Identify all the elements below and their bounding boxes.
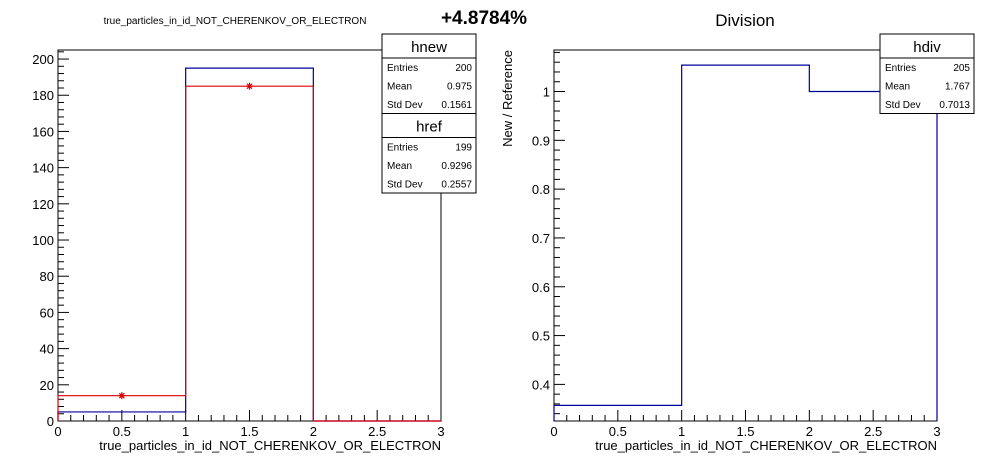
y-tick-label: 140 <box>32 161 54 176</box>
x-tick-label: 2.5 <box>368 424 386 439</box>
y-tick-label: 0.8 <box>532 182 550 197</box>
y-tick-label: 80 <box>40 269 54 284</box>
stats-row-label: Std Dev <box>387 180 423 191</box>
stats-row-value: 0.9296 <box>441 161 472 172</box>
stats-box-frame <box>381 33 477 114</box>
stats-box-frame <box>381 113 477 194</box>
series-hdiv-line <box>553 64 938 421</box>
stats-row-label: Mean <box>885 82 910 93</box>
difference-percent: +4.8784% <box>441 8 527 29</box>
stats-row-label: Entries <box>387 63 418 74</box>
x-tick-label: 1 <box>678 424 685 439</box>
stats-box-frame <box>879 33 975 114</box>
series-href-line <box>57 85 441 422</box>
stats-row-label: Std Dev <box>387 100 423 111</box>
stats-box-href: href Entries 199 Mean 0.9296 Std Dev 0.2557 <box>381 113 477 194</box>
x-tick-label: 1.5 <box>240 424 258 439</box>
left-pad-title: true_particles_in_id_NOT_CHERENKOV_OR_EL… <box>104 16 367 27</box>
x-axis-label: true_particles_in_id_NOT_CHERENKOV_OR_EL… <box>595 438 937 453</box>
x-tick-label: 0.5 <box>113 424 131 439</box>
x-tick-label: 3 <box>933 424 940 439</box>
y-tick-label: 0.5 <box>532 329 550 344</box>
y-tick-label: 0.6 <box>532 280 550 295</box>
stats-box-title: hdiv <box>913 39 941 56</box>
stats-row-value: 0.1561 <box>441 100 472 111</box>
stats-row-label: Entries <box>885 63 916 74</box>
x-tick-label: 0 <box>550 424 557 439</box>
x-tick-label: 2 <box>310 424 317 439</box>
stats-row-label: Mean <box>387 82 412 93</box>
y-tick-label: 0.4 <box>532 377 550 392</box>
stats-row-value: 1.767 <box>945 82 970 93</box>
x-tick-label: 2.5 <box>864 424 882 439</box>
x-tick-label: 0 <box>54 424 61 439</box>
division-plot: 0 0.5 1 1.5 2 2.5 30.40.50.60.70.80.91true_par… <box>500 33 975 453</box>
stats-row-label: Entries <box>387 143 418 154</box>
right-pad-title: Division <box>715 11 775 30</box>
y-tick-label: 1 <box>543 84 550 99</box>
stats-row-value: 0.2557 <box>441 180 472 191</box>
series-href-marker <box>118 392 126 400</box>
y-tick-label: 120 <box>32 197 54 212</box>
y-tick-label: 40 <box>40 342 54 357</box>
y-tick-label: 0.7 <box>532 231 550 246</box>
stats-row-value: 200 <box>455 63 472 74</box>
stats-box-title: href <box>416 119 443 136</box>
stats-row-value: 0.975 <box>447 82 472 93</box>
y-tick-label: 0.9 <box>532 133 550 148</box>
y-tick-label: 100 <box>32 233 54 248</box>
comparison-plot: 0 0.5 1 1.5 2 2.5 3 0 20 40 60 80 100 120 140 160 180 200… <box>32 33 477 453</box>
stats-row-label: Std Dev <box>885 100 921 111</box>
x-tick-label: 1.5 <box>736 424 754 439</box>
y-tick-label: 60 <box>40 305 54 320</box>
stats-row-value: 199 <box>455 143 472 154</box>
stats-box-hnew: hnew Entries 200 Mean 0.975 Std Dev 0.1561 <box>381 33 477 114</box>
x-axis-label: true_particles_in_id_NOT_CHERENKOV_OR_EL… <box>99 438 441 453</box>
y-tick-label: 0 <box>47 414 54 429</box>
y-tick-label: 200 <box>32 52 54 67</box>
y-tick-label: 180 <box>32 88 54 103</box>
x-tick-label: 1 <box>182 424 189 439</box>
y-axis-label: New / Reference <box>500 50 515 147</box>
x-tick-label: 0.5 <box>609 424 627 439</box>
x-tick-label: 3 <box>437 424 444 439</box>
x-tick-label: 2 <box>806 424 813 439</box>
stats-box-hdiv: hdiv Entries 205 Mean 1.767 Std Dev 0.7013 <box>879 33 975 114</box>
stats-row-value: 0.7013 <box>939 100 970 111</box>
series-href-marker <box>246 82 253 90</box>
stats-row-value: 205 <box>953 63 970 74</box>
stats-box-title: hnew <box>411 39 447 56</box>
stats-row-label: Mean <box>387 161 412 172</box>
y-tick-label: 160 <box>32 124 54 139</box>
y-tick-label: 20 <box>40 378 54 393</box>
